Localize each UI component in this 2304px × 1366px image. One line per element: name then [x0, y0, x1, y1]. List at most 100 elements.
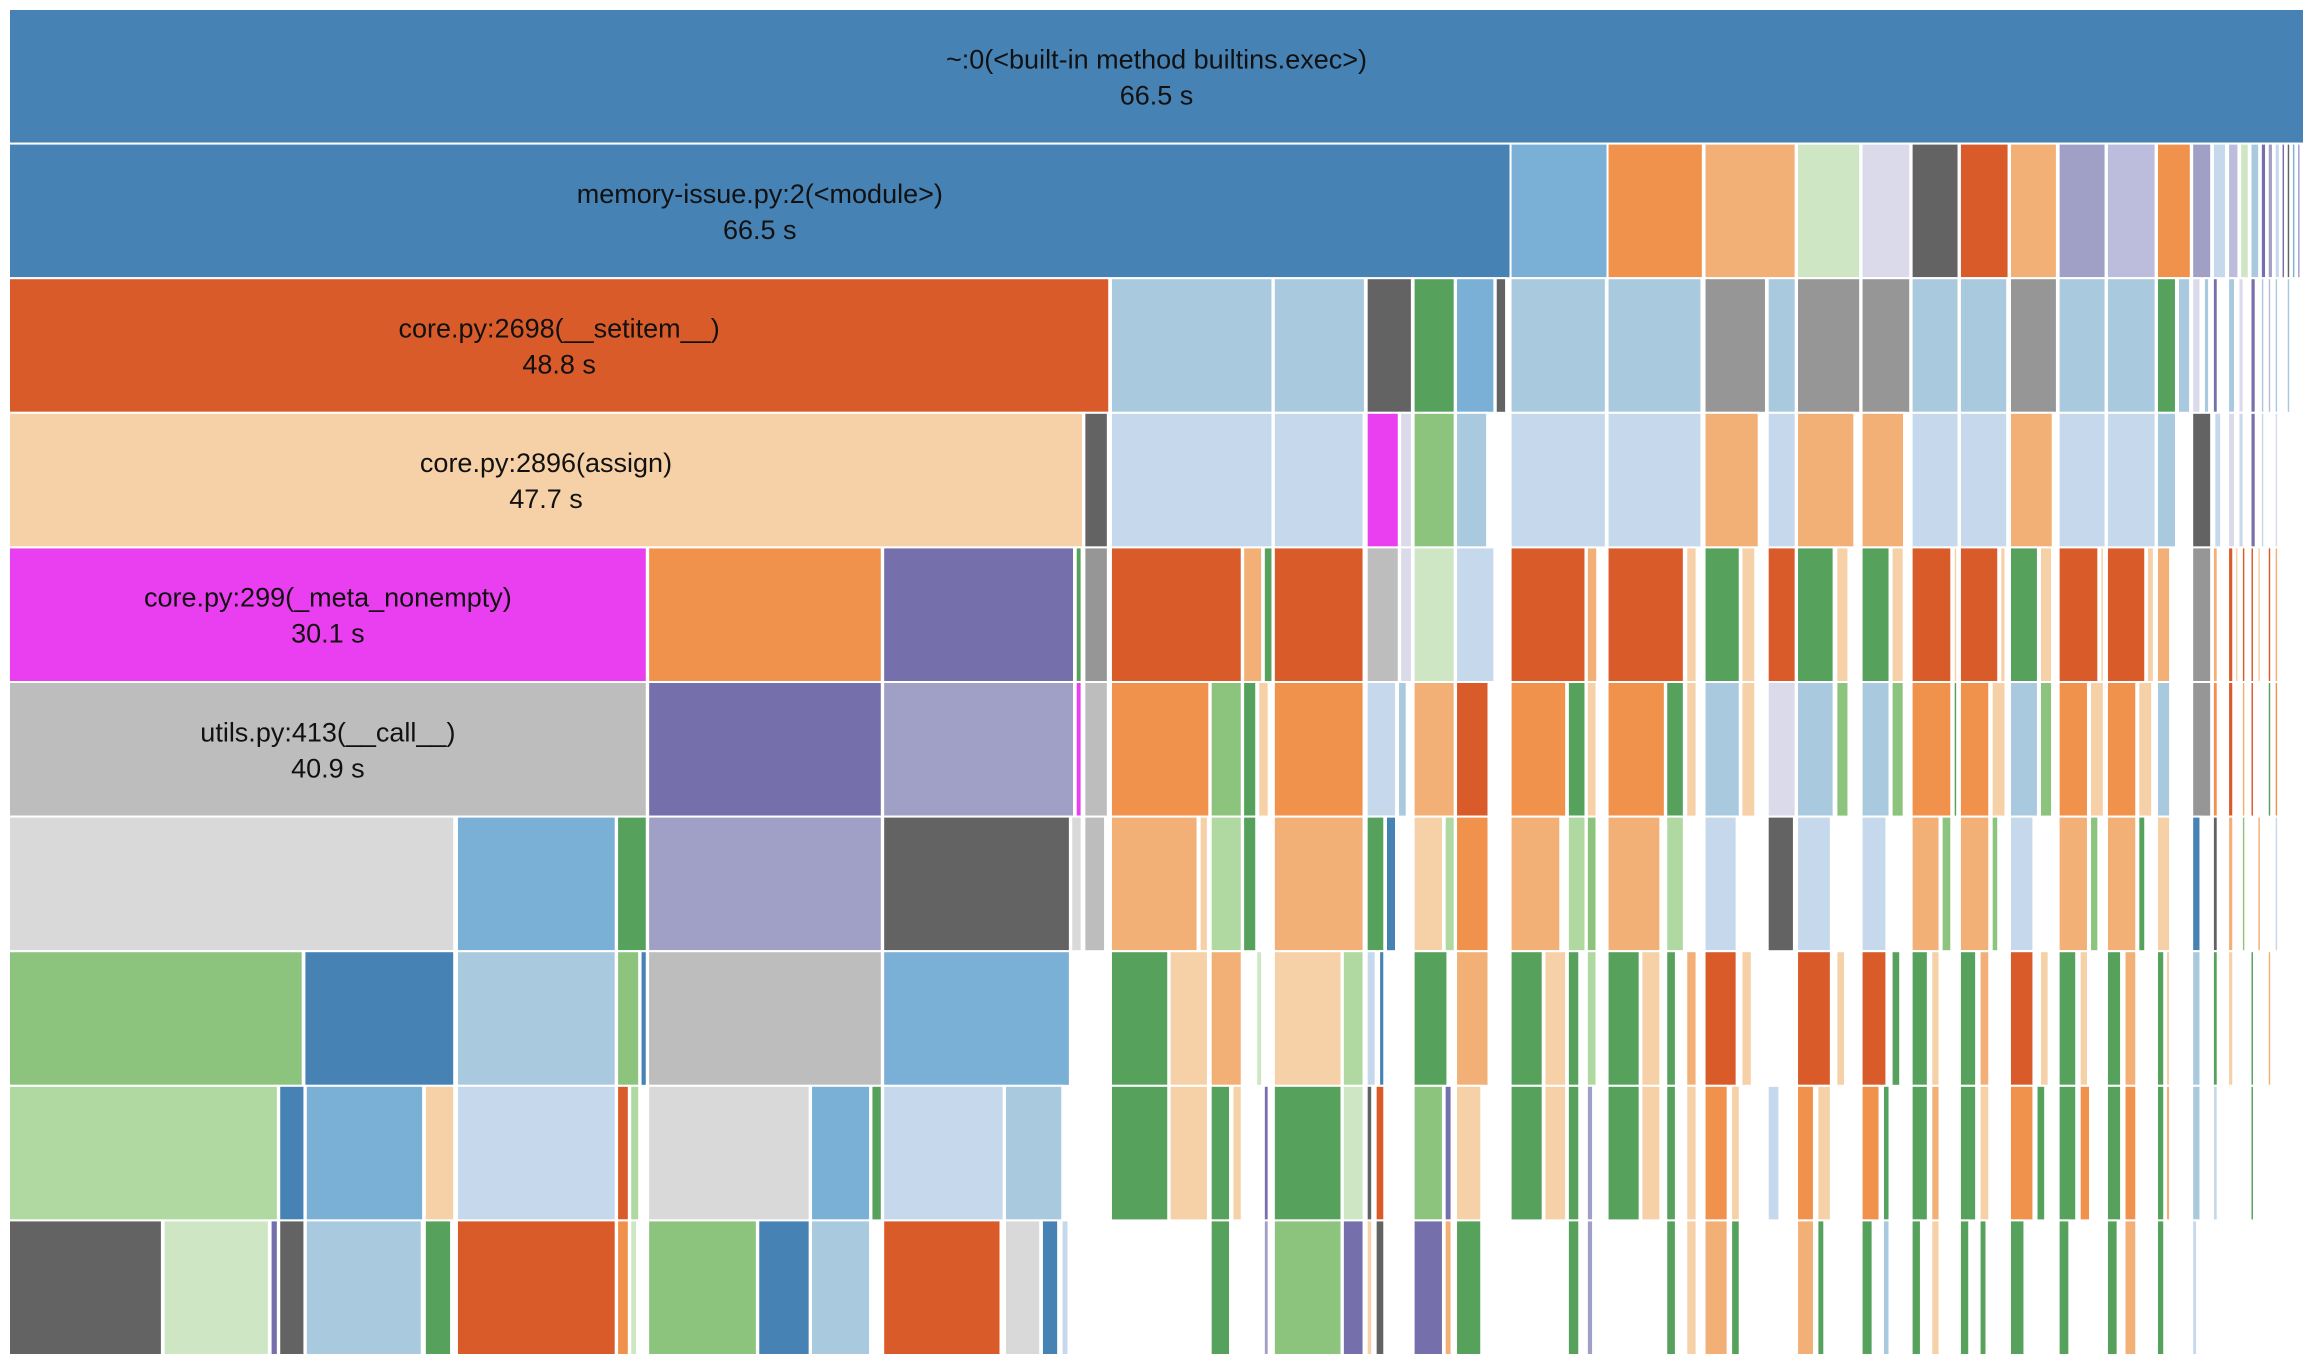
function-block[interactable] — [639, 950, 648, 1087]
function-block[interactable] — [882, 546, 1076, 684]
function-block[interactable] — [1958, 277, 2009, 414]
function-block[interactable] — [2266, 546, 2273, 684]
function-block[interactable] — [1740, 546, 1757, 684]
function-block[interactable] — [1910, 411, 1960, 549]
function-block[interactable] — [1665, 1084, 1677, 1222]
function-block[interactable] — [2227, 681, 2235, 818]
function-block[interactable] — [1585, 681, 1598, 818]
function-block[interactable] — [1543, 1084, 1568, 1222]
function-block[interactable] — [2078, 1084, 2092, 1222]
function-block[interactable] — [1958, 142, 2010, 280]
function-block[interactable] — [647, 1219, 758, 1357]
function-block[interactable] — [1509, 681, 1568, 818]
function-block[interactable] — [2008, 1084, 2035, 1222]
function-block[interactable] — [1890, 681, 1905, 818]
function-block[interactable] — [1952, 681, 1959, 818]
function-block[interactable] — [1365, 277, 1413, 414]
function-block[interactable] — [1990, 681, 2007, 818]
function-block[interactable] — [1109, 815, 1199, 953]
function-block[interactable] — [1443, 815, 1456, 953]
function-block[interactable] — [1665, 950, 1677, 1087]
function-block[interactable] — [1198, 815, 1209, 953]
function-block[interactable] — [647, 681, 883, 818]
function-block[interactable] — [2249, 411, 2257, 549]
function-block[interactable] — [1685, 681, 1698, 818]
function-block[interactable] — [1766, 411, 1797, 549]
function-block[interactable] — [2191, 950, 2202, 1087]
function-block[interactable] — [1412, 1084, 1444, 1222]
function-block[interactable] — [882, 950, 1071, 1087]
function-block[interactable] — [2227, 815, 2235, 953]
function-block[interactable] — [1999, 546, 2007, 684]
function-block[interactable] — [2008, 950, 2035, 1087]
function-block[interactable] — [1860, 1219, 1874, 1357]
function-block[interactable] — [2155, 277, 2177, 414]
function-block[interactable] — [2177, 277, 2192, 414]
function-block[interactable] — [1978, 1084, 1991, 1222]
function-block[interactable] — [1910, 142, 1960, 280]
function-block[interactable] — [2105, 142, 2157, 280]
function-block[interactable] — [1374, 1219, 1386, 1357]
function-block[interactable] — [1796, 1084, 1815, 1222]
function-block[interactable] — [1930, 950, 1941, 1087]
function-block[interactable] — [2155, 1219, 2166, 1357]
function-block[interactable] — [1109, 277, 1274, 414]
function-block[interactable] — [1566, 815, 1587, 953]
function-block[interactable] — [2123, 1219, 2138, 1357]
function-block[interactable] — [1685, 1084, 1698, 1222]
function-block[interactable] — [1703, 1219, 1729, 1357]
function-block[interactable] — [1374, 1084, 1386, 1222]
function-block[interactable] — [1978, 950, 1991, 1087]
function-block[interactable] — [2191, 1084, 2202, 1222]
function-block[interactable] — [2191, 142, 2213, 280]
function-block[interactable] — [2057, 815, 2089, 953]
function-block[interactable] — [882, 681, 1076, 818]
function-block[interactable] — [1509, 546, 1587, 684]
function-block[interactable] — [1835, 681, 1850, 818]
function-block[interactable] — [1566, 950, 1581, 1087]
function-block[interactable] — [1365, 1084, 1374, 1222]
function-block[interactable] — [278, 1219, 306, 1357]
function-block[interactable] — [1083, 815, 1107, 953]
function-block[interactable] — [1455, 681, 1490, 818]
function-block[interactable] — [1930, 1219, 1941, 1357]
function-block[interactable] — [2273, 411, 2280, 549]
function-block[interactable] — [1455, 546, 1496, 684]
function-block[interactable] — [810, 1219, 872, 1357]
function-block[interactable] — [1262, 546, 1274, 684]
function-block[interactable] — [2273, 815, 2280, 953]
function-block[interactable] — [1412, 1219, 1444, 1357]
function-block[interactable] — [278, 1084, 306, 1222]
function-block[interactable] — [1242, 681, 1258, 818]
function-block[interactable] — [2227, 411, 2236, 549]
function-block[interactable] — [1412, 681, 1456, 818]
function-block[interactable] — [2105, 546, 2147, 684]
function-block[interactable] — [269, 1219, 279, 1357]
function-block[interactable] — [1341, 950, 1365, 1087]
function-block[interactable] — [1606, 950, 1641, 1087]
function-block[interactable] — [2008, 277, 2058, 414]
function-block[interactable] — [2285, 142, 2292, 280]
function-block[interactable] — [1796, 681, 1835, 818]
function-block[interactable] — [1209, 1219, 1232, 1357]
function-block[interactable] — [1703, 142, 1797, 280]
function-block[interactable] — [1272, 546, 1365, 684]
function-block[interactable] — [2105, 1084, 2123, 1222]
function-block[interactable] — [162, 1219, 270, 1357]
function-block[interactable] — [1958, 950, 1978, 1087]
function-block[interactable] — [2164, 1084, 2172, 1222]
function-block[interactable] — [882, 1219, 1002, 1357]
function-block[interactable] — [1040, 1219, 1060, 1357]
function-block[interactable] — [1262, 1084, 1270, 1222]
function-block[interactable] — [1455, 950, 1490, 1087]
function-block[interactable] — [1365, 950, 1377, 1087]
function-block[interactable] — [1958, 1219, 1971, 1357]
function-block[interactable] — [2191, 277, 2202, 414]
function-block[interactable] — [1566, 1219, 1581, 1357]
function-block[interactable] — [1685, 1219, 1698, 1357]
function-block[interactable] — [2259, 277, 2266, 414]
function-block[interactable] — [1890, 546, 1905, 684]
function-block[interactable] — [1231, 1084, 1243, 1222]
function-block[interactable] — [1640, 950, 1662, 1087]
function-block[interactable] — [1796, 950, 1832, 1087]
